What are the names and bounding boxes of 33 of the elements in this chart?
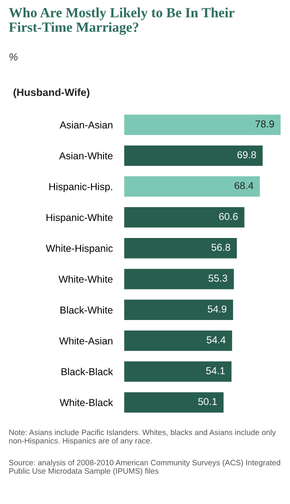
y-tick-label: White-White — [58, 275, 113, 283]
data-label: 50.1 — [198, 398, 217, 406]
data-label: 54.1 — [206, 367, 225, 374]
data-label: 69.8 — [237, 151, 256, 158]
data-label: 68.4 — [234, 182, 254, 190]
bar — [124, 268, 234, 290]
bar — [124, 300, 234, 320]
text: % — [9, 53, 18, 61]
bar — [124, 176, 260, 197]
y-tick-label: Hispanic-White — [46, 214, 113, 224]
y-tick-label: White-Hispanic — [46, 244, 113, 254]
y-tick-label: White-Asian — [59, 337, 112, 344]
chart-title: Who Are Mostly Likely to Be In Their First-Time Marriage? — [8, 8, 234, 35]
y-tick-label: Hispanic-Hisp. — [49, 182, 112, 192]
bar — [124, 392, 224, 413]
y-tick-label: Black-Black — [62, 368, 114, 376]
y-axis-title: (Husband-Wife) — [14, 88, 90, 98]
data-label: 78.9 — [256, 120, 274, 128]
y-tick-label: Asian-White — [59, 152, 113, 160]
y-tick-label: Black-White — [60, 306, 113, 314]
y-tick-label: White-Black — [60, 398, 114, 406]
bar — [124, 114, 281, 135]
bar — [124, 330, 232, 351]
data-label: 54.4 — [206, 336, 226, 344]
data-label: 60.6 — [219, 212, 238, 220]
data-label: 56.8 — [212, 244, 230, 251]
bar — [124, 361, 232, 382]
y-tick-label: Asian-Asian — [60, 121, 112, 129]
bar — [124, 238, 237, 258]
data-label: 55.3 — [208, 274, 228, 282]
data-label: 54.9 — [208, 305, 226, 313]
bar — [124, 207, 244, 228]
bar — [124, 145, 263, 166]
